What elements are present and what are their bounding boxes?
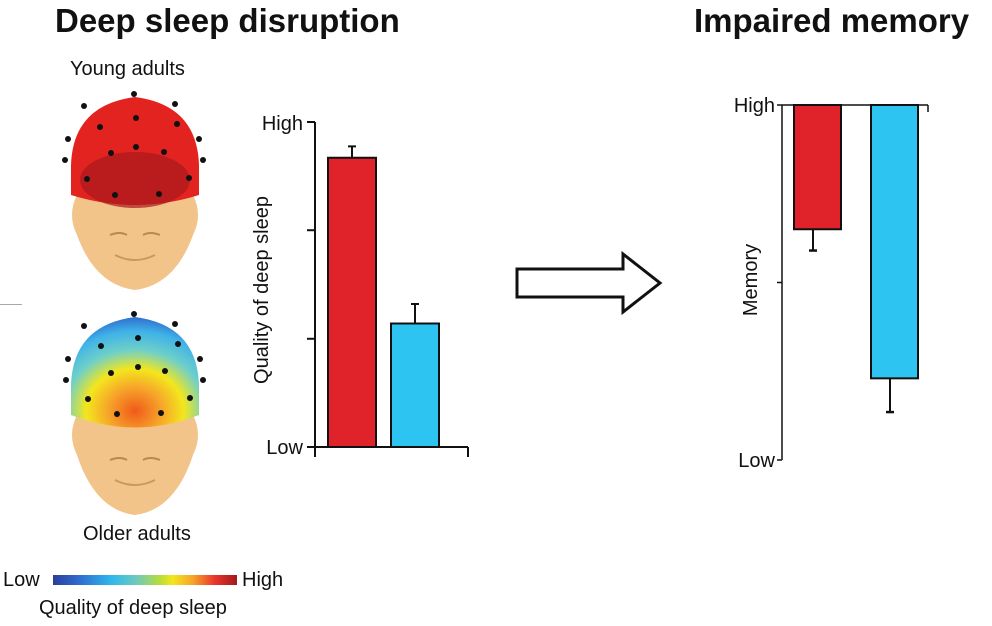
colorbar — [53, 575, 237, 585]
scalp-heatmap — [71, 317, 199, 428]
colorbar-caption: Quality of deep sleep — [39, 597, 227, 619]
bars — [327, 145, 440, 448]
bar-older-adults — [390, 322, 440, 448]
young-head-map — [62, 91, 206, 290]
right-panel-title: Impaired memory — [694, 2, 970, 39]
colorbar-low-label: Low — [3, 569, 40, 591]
y-tick-label-low: Low — [738, 450, 775, 472]
y-tick-label-low: Low — [266, 437, 303, 459]
face-icon — [72, 415, 198, 515]
electrode-dots — [63, 311, 206, 417]
electrode-dots — [62, 91, 206, 198]
y-axis-label: Quality of deep sleep — [251, 196, 273, 384]
older-adults-label: Older adults — [83, 523, 191, 545]
bar-young-adults — [793, 104, 842, 231]
memory-chart: Memory High Low — [734, 95, 929, 472]
sleep-quality-chart: Quality of deep sleep High Low — [251, 113, 469, 459]
bars — [793, 104, 919, 414]
arrow-right-icon — [515, 250, 663, 316]
y-tick-label-high: High — [262, 113, 303, 135]
older-head-map — [63, 311, 206, 515]
y-tick-label-high: High — [734, 95, 775, 117]
bar-older-adults — [870, 104, 919, 380]
bar-young-adults — [327, 156, 377, 448]
colorbar-high-label: High — [242, 569, 284, 591]
divider-mark — [0, 304, 22, 305]
left-panel-title: Deep sleep disruption — [55, 2, 400, 39]
face-icon — [72, 195, 198, 290]
young-adults-label: Young adults — [70, 58, 185, 80]
y-axis-label: Memory — [740, 244, 762, 316]
